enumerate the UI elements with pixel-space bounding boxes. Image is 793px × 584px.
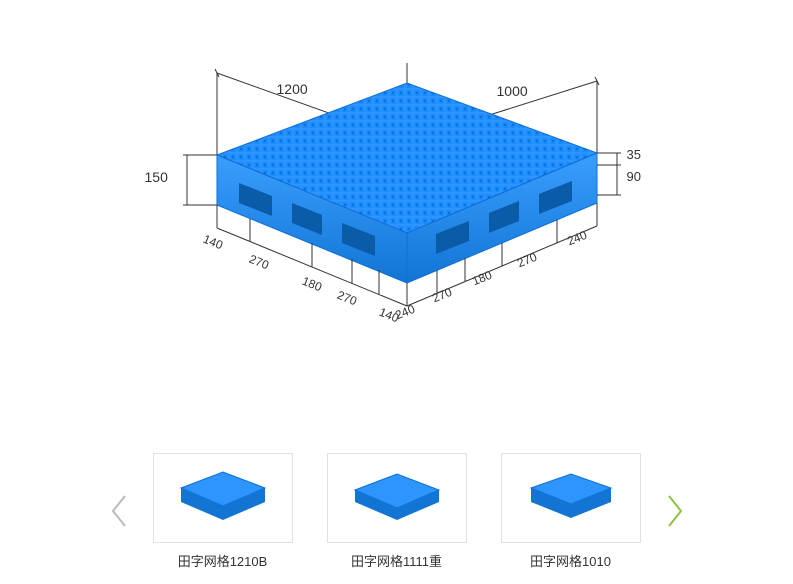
- thumbnail-caption: 田字网格1010: [530, 551, 611, 570]
- dim-mid: 90: [627, 169, 641, 184]
- dim-toplip: 35: [627, 147, 641, 162]
- thumbnail-item[interactable]: 田字网格1010: [496, 453, 646, 570]
- chevron-left-icon: [110, 494, 128, 528]
- thumbnail-carousel: 田字网格1210B 田字网格1111重 田字网格1010: [0, 446, 793, 576]
- dim-width: 1000: [497, 83, 528, 99]
- dim-length: 1200: [277, 81, 308, 97]
- thumbnail-item[interactable]: 田字网格1210B: [148, 453, 298, 570]
- thumbnail-list: 田字网格1210B 田字网格1111重 田字网格1010: [148, 453, 646, 570]
- thumbnail-caption: 田字网格1210B: [178, 551, 268, 570]
- carousel-next-button[interactable]: [664, 491, 686, 531]
- thumbnail-image: [153, 453, 293, 543]
- pallet-diagram: 1200 1000 150 35 90 140 270 180 270 140 …: [117, 33, 677, 373]
- thumbnail-caption: 田字网格1111重: [351, 551, 442, 570]
- thumbnail-item[interactable]: 田字网格1111重: [322, 453, 472, 570]
- thumbnail-image: [501, 453, 641, 543]
- dim-height: 150: [145, 169, 168, 185]
- chevron-right-icon: [666, 494, 684, 528]
- thumbnail-image: [327, 453, 467, 543]
- main-product-view: 1200 1000 150 35 90 140 270 180 270 140 …: [17, 10, 777, 430]
- carousel-prev-button[interactable]: [108, 491, 130, 531]
